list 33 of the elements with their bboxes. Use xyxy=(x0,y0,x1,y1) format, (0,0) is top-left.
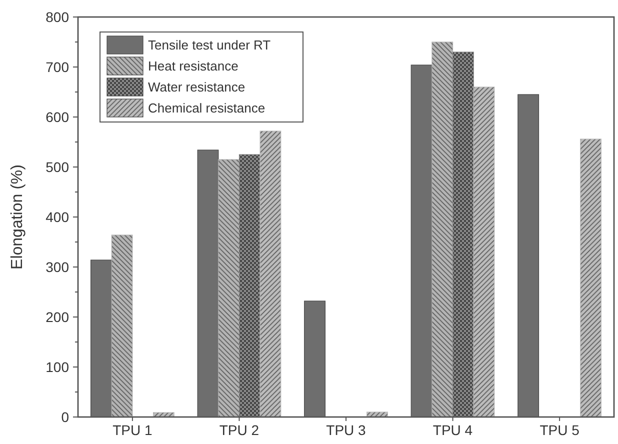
y-tick-label: 100 xyxy=(46,358,70,375)
legend-label: Water resistance xyxy=(148,80,246,95)
bar xyxy=(452,52,474,418)
y-tick-label: 300 xyxy=(46,258,70,275)
y-tick-label: 700 xyxy=(46,58,70,75)
bar xyxy=(197,150,219,418)
legend-label: Chemical resistance xyxy=(148,100,266,116)
bar xyxy=(473,86,495,418)
legend-label: Tensile test under RT xyxy=(148,38,271,53)
bar xyxy=(260,130,282,418)
x-tick-label: TPU 1 xyxy=(112,422,152,438)
bar xyxy=(518,94,540,418)
x-tick-label: TPU 5 xyxy=(540,422,580,438)
y-axis-title: Elongation (%) xyxy=(9,164,26,270)
bar xyxy=(432,42,454,418)
bar xyxy=(580,138,602,418)
y-tick-label: 0 xyxy=(61,408,70,425)
bar xyxy=(90,260,112,418)
x-tick-label: TPU 4 xyxy=(432,422,473,438)
legend-label: Heat resistance xyxy=(148,58,238,74)
bar xyxy=(238,154,260,418)
bar xyxy=(218,159,240,418)
y-tick-label: 200 xyxy=(46,308,70,325)
x-tick-label: TPU 2 xyxy=(219,422,260,438)
bar xyxy=(304,300,326,418)
bar xyxy=(111,234,133,418)
bar xyxy=(366,412,388,418)
bar xyxy=(410,64,432,418)
y-tick-label: 800 xyxy=(46,8,70,25)
y-tick-label: 600 xyxy=(46,108,70,125)
y-tick-label: 400 xyxy=(46,208,70,225)
y-tick-label: 500 xyxy=(46,158,70,175)
x-tick-label: TPU 3 xyxy=(326,422,366,438)
